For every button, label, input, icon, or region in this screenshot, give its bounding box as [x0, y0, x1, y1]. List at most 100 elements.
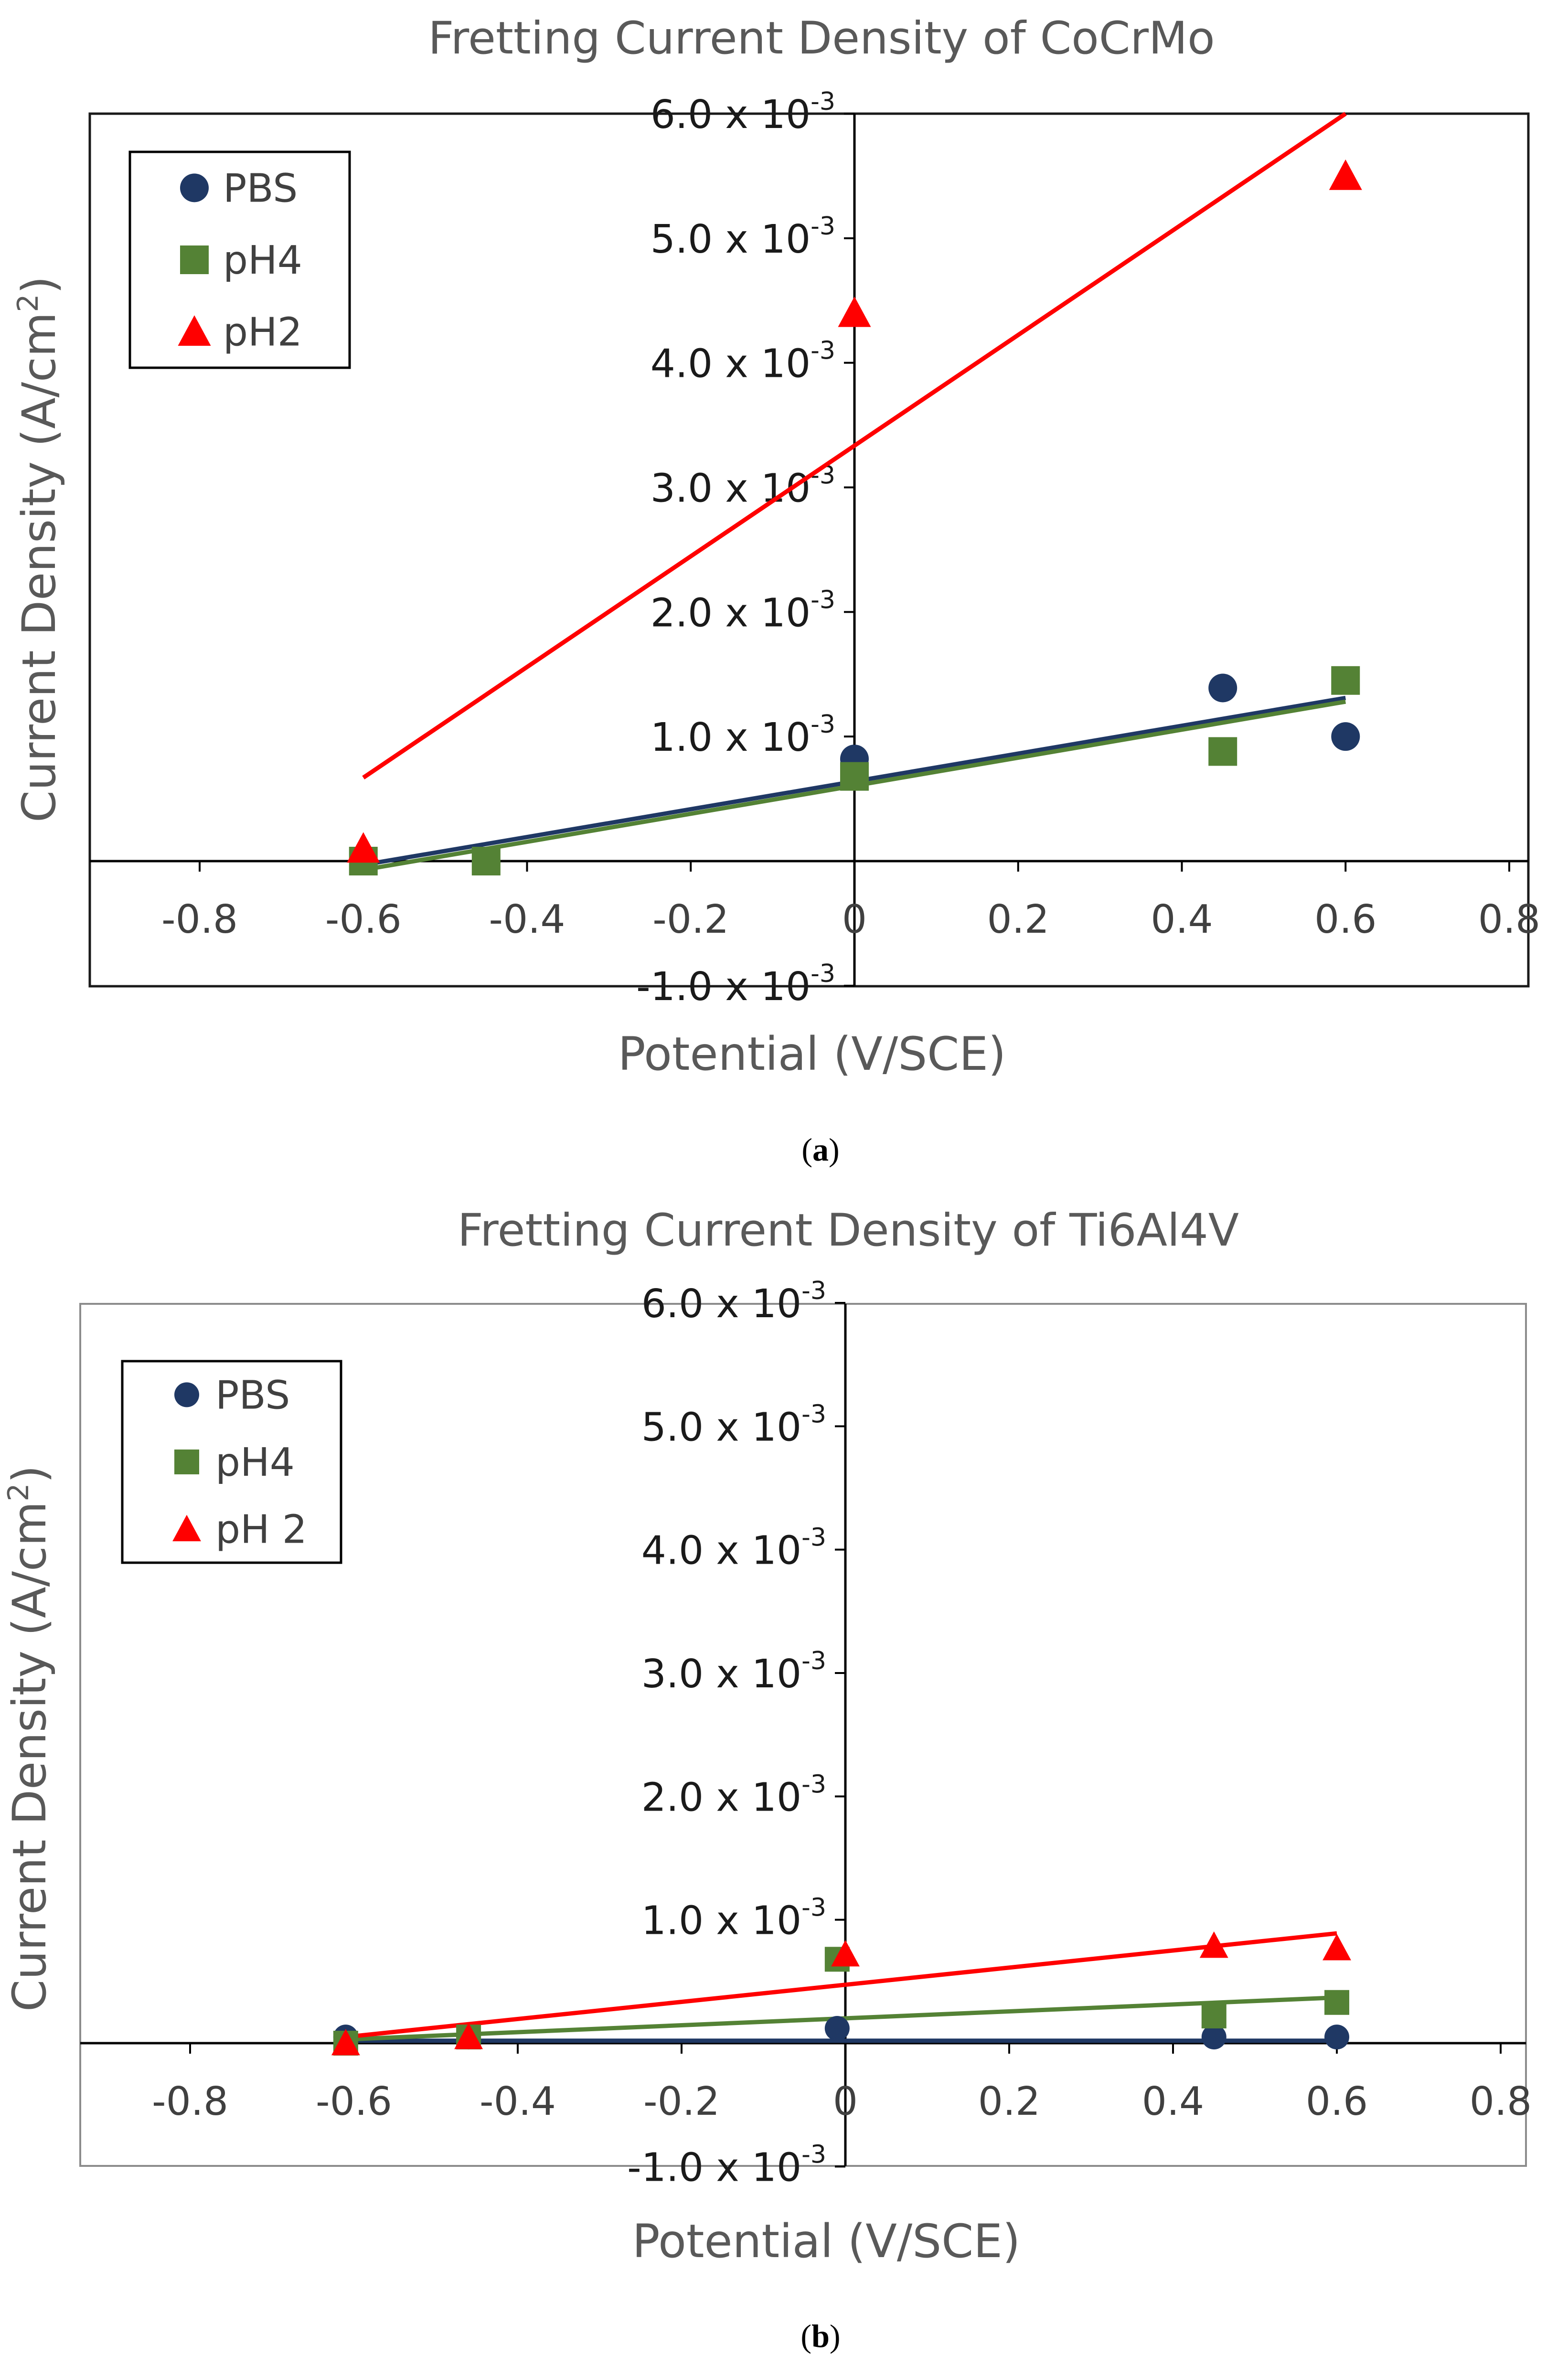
caption-letter: b	[811, 2318, 830, 2354]
y-tick-mantissa: 3.0 x 10	[651, 466, 811, 512]
data-point-ph2	[331, 2029, 360, 2056]
panel-caption: (b)	[800, 2318, 840, 2354]
y-tick-mantissa: 4.0 x 10	[641, 1528, 801, 1574]
data-point-ph4	[1201, 2004, 1227, 2029]
y-tick-exponent: -3	[801, 1894, 826, 1922]
x-tick-label: -0.6	[316, 2079, 392, 2124]
data-point-pbs	[1201, 2025, 1227, 2050]
data-point-ph2	[454, 2023, 483, 2049]
x-tick-label-text: 0.8	[1478, 897, 1540, 942]
x-tick-label: 0.8	[1470, 2079, 1532, 2124]
x-tick-label: -0.8	[161, 897, 238, 942]
y-axis-label: Current Density (A/cm2)	[2, 1465, 56, 2012]
x-tick-label-text: 0.6	[1314, 897, 1376, 942]
x-tick-label-text: -0.8	[152, 2079, 228, 2124]
x-tick-label: 0.8	[1478, 897, 1540, 942]
y-tick-label: 4.0 x 10-3	[641, 1524, 826, 1574]
data-point-pbs	[824, 2016, 850, 2041]
legend-label-text: pH4	[223, 238, 302, 283]
data-point-ph2	[1199, 1931, 1228, 1958]
y-tick-exponent: -3	[801, 1770, 826, 1799]
y-axis-label-superscript: 2	[2, 1483, 35, 1501]
y-axis-label-superscript: 2	[11, 294, 45, 312]
y-tick-mantissa: -1.0 x 10	[636, 964, 811, 1010]
y-tick-label: 5.0 x 10-3	[641, 1400, 826, 1450]
data-point-ph2	[838, 296, 871, 327]
x-tick-label-text: 0.6	[1306, 2079, 1368, 2124]
x-axis-label-text: Potential (V/SCE)	[632, 2215, 1021, 2268]
x-tick-label-text: -0.4	[480, 2079, 556, 2124]
y-axis-label-close: )	[3, 1465, 56, 1483]
y-axis-label-text: Current Density (A/cm	[12, 312, 66, 822]
y-tick-mantissa: 4.0 x 10	[651, 341, 811, 387]
y-tick-exponent: -3	[811, 337, 835, 365]
x-tick-label-text: -0.8	[161, 897, 238, 942]
panel-caption: (a)	[801, 1131, 839, 1168]
data-point-ph4	[1331, 666, 1360, 695]
y-tick-exponent: -3	[811, 212, 835, 241]
x-tick-label-text: 0.4	[1142, 2079, 1204, 2124]
data-point-ph2	[1329, 159, 1362, 190]
x-tick-label-text: -0.4	[489, 897, 565, 942]
legend-label-text: pH4	[215, 1440, 295, 1485]
y-tick-label: 6.0 x 10-3	[651, 87, 835, 138]
data-point-pbs	[1331, 722, 1360, 751]
y-tick-mantissa: 2.0 x 10	[651, 590, 811, 636]
x-tick-label: -0.8	[152, 2079, 228, 2124]
caption-open: (	[801, 1131, 812, 1168]
legend-marker-ph4	[174, 1450, 199, 1474]
caption-letter: a	[812, 1131, 829, 1168]
x-tick-label: -0.2	[652, 897, 729, 942]
legend-marker-ph4	[180, 245, 209, 274]
data-point-ph2	[831, 1940, 860, 1967]
chart-title-text: Fretting Current Density of CoCrMo	[428, 12, 1215, 64]
y-tick-label: -1.0 x 10-3	[636, 959, 835, 1010]
y-tick-label: -1.0 x 10-3	[627, 2140, 826, 2190]
trendline-ph2	[362, 112, 1347, 779]
chart-title: Fretting Current Density of Ti6Al4V	[458, 1204, 1239, 1257]
x-tick-label-text: 0	[833, 2079, 858, 2124]
x-tick-label-text: -0.2	[652, 897, 729, 942]
data-point-ph4	[471, 847, 501, 875]
y-tick-label: 6.0 x 10-3	[641, 1277, 826, 1327]
legend-label-ph2: pH 2	[215, 1507, 307, 1553]
x-tick-label-text: 0.8	[1470, 2079, 1532, 2124]
x-tick-label: 0.4	[1142, 2079, 1204, 2124]
x-tick-label: 0	[833, 2079, 858, 2124]
x-tick-label: 0.6	[1306, 2079, 1368, 2124]
x-tick-label: -0.6	[325, 897, 402, 942]
y-tick-label: 1.0 x 10-3	[651, 710, 835, 760]
x-tick-label-text: -0.6	[316, 2079, 392, 2124]
y-tick-exponent: -3	[811, 959, 835, 988]
y-tick-label: 2.0 x 10-3	[641, 1770, 826, 1820]
y-tick-mantissa: 3.0 x 10	[641, 1652, 801, 1697]
legend-label-text: PBS	[223, 166, 298, 211]
x-tick-label: 0	[842, 897, 867, 942]
y-tick-label: 2.0 x 10-3	[651, 586, 835, 636]
legend: PBS pH4 pH2	[128, 150, 351, 369]
y-axis-label-close: )	[12, 276, 66, 294]
y-tick-exponent: -3	[801, 1524, 826, 1552]
x-tick-label: 0.6	[1314, 897, 1376, 942]
chart-title-text: Fretting Current Density of Ti6Al4V	[458, 1204, 1239, 1257]
y-tick-mantissa: 2.0 x 10	[641, 1775, 801, 1820]
caption-open: (	[800, 2318, 811, 2354]
x-tick-label: 0.2	[987, 897, 1049, 942]
legend-marker-ph2	[178, 315, 211, 346]
legend-label-text: PBS	[215, 1373, 290, 1418]
y-tick-exponent: -3	[801, 1277, 826, 1305]
x-tick-label: -0.4	[480, 2079, 556, 2124]
legend: PBS pH4 pH 2	[121, 1360, 342, 1564]
chart-title: Fretting Current Density of CoCrMo	[428, 12, 1215, 64]
y-tick-exponent: -3	[801, 1400, 826, 1428]
y-tick-exponent: -3	[811, 586, 835, 614]
legend-label-pbs: PBS	[223, 166, 298, 211]
x-tick-label: 0.2	[978, 2079, 1040, 2124]
y-tick-label: 3.0 x 10-3	[641, 1647, 826, 1697]
y-tick-mantissa: 1.0 x 10	[641, 1898, 801, 1944]
legend-label-ph4: pH4	[215, 1440, 295, 1485]
legend-label-text: pH 2	[215, 1507, 307, 1553]
caption-close: )	[830, 2318, 841, 2354]
y-tick-label: 3.0 x 10-3	[651, 461, 835, 512]
plot-frame	[88, 112, 1530, 988]
